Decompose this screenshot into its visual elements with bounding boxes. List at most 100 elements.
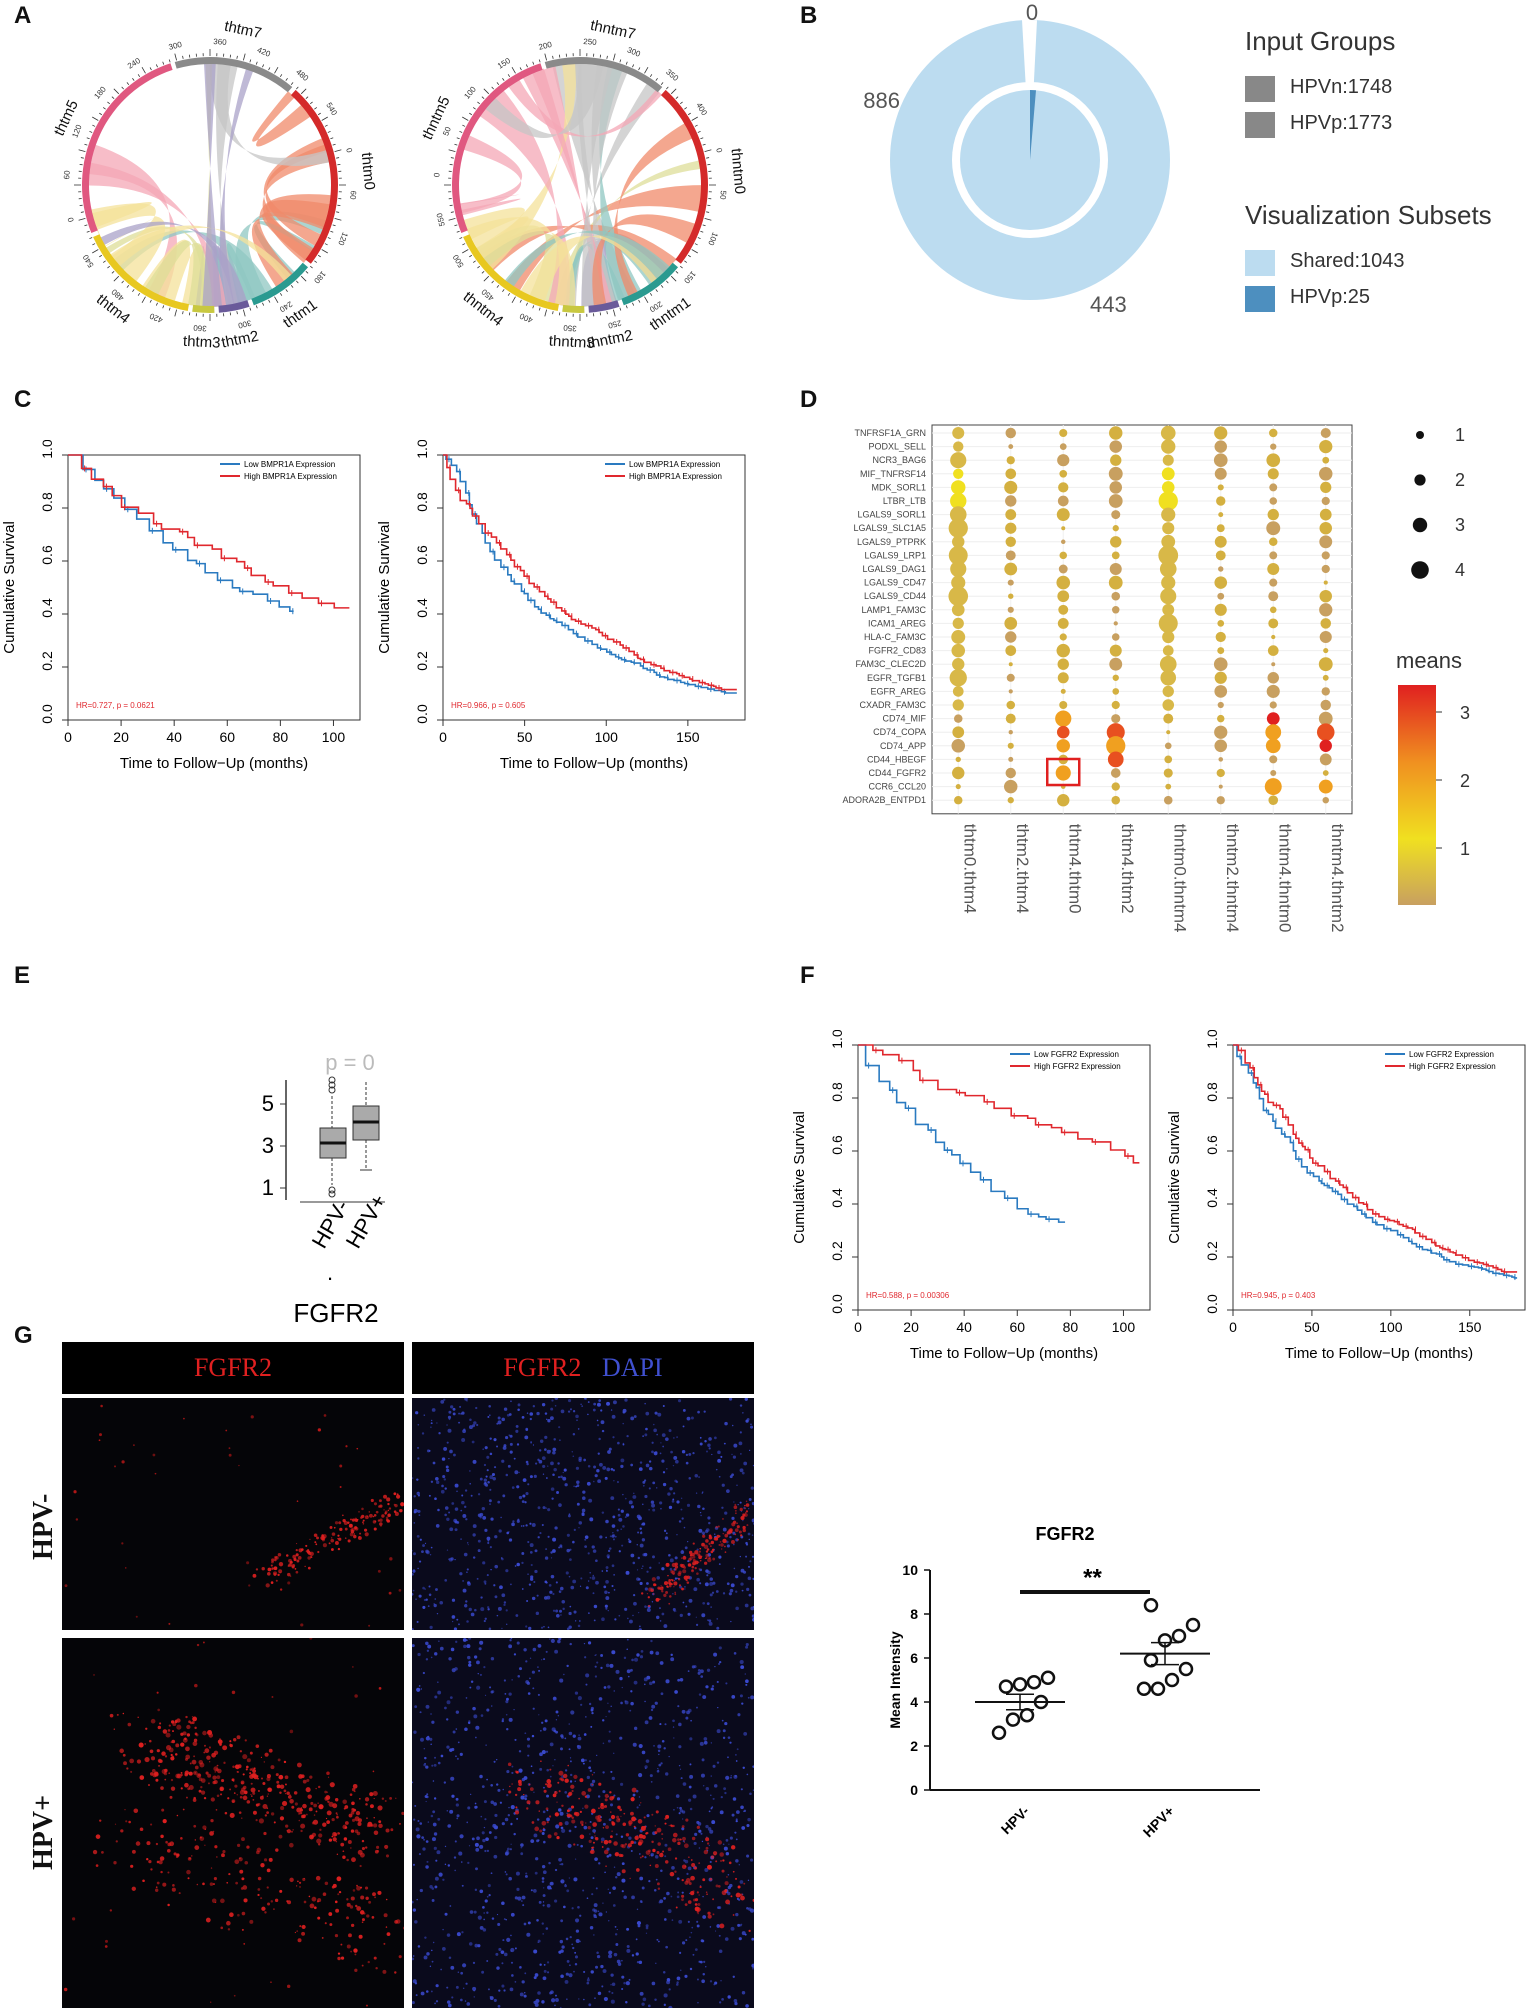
- dotplot-dot: [1268, 795, 1279, 805]
- micro-speckle: [640, 1592, 644, 1595]
- micro-speckle: [645, 1759, 650, 1763]
- micro-speckle: [427, 1605, 430, 1608]
- micro-speckle: [220, 1793, 223, 1796]
- micro-speckle: [482, 1906, 485, 1909]
- micro-speckle: [670, 1824, 673, 1827]
- micro-speckle: [477, 1539, 481, 1543]
- micro-speckle: [569, 1642, 572, 1646]
- dotplot-dot: [1214, 535, 1227, 548]
- micro-speckle: [663, 1747, 666, 1750]
- micro-speckle: [539, 1752, 543, 1757]
- micro-speckle: [609, 1663, 614, 1668]
- micro-speckle: [733, 1567, 736, 1570]
- micro-speckle: [439, 1600, 444, 1605]
- km-ytick: 0.8: [414, 492, 430, 512]
- chord-diagram-left: thtm5thtm7thtm0thtm1thtm2thtm3thtm436042…: [51, 18, 378, 350]
- micro-speckle: [279, 1588, 283, 1591]
- micro-speckle: [542, 1506, 546, 1510]
- dotplot-dot: [949, 506, 967, 523]
- micro-speckle: [389, 1557, 393, 1561]
- micro-speckle: [337, 1534, 340, 1537]
- micro-speckle: [664, 1723, 667, 1726]
- micro-speckle: [360, 1895, 365, 1900]
- micro-speckle: [296, 1500, 299, 1503]
- dotplot-dot: [1319, 603, 1333, 617]
- dotplot-dot: [1321, 564, 1330, 574]
- micro-speckle: [236, 1843, 241, 1848]
- micro-speckle: [520, 1852, 524, 1856]
- micro-speckle: [632, 1742, 637, 1747]
- micro-speckle: [309, 1538, 311, 1541]
- micro-speckle: [585, 1586, 589, 1590]
- micro-speckle: [242, 1773, 245, 1776]
- dotplot-dot: [1059, 428, 1068, 438]
- micro-speckle: [321, 1937, 324, 1939]
- micro-speckle: [526, 1800, 531, 1805]
- dotplot-dot: [1059, 700, 1068, 710]
- micro-speckle: [451, 1598, 456, 1602]
- micro-speckle: [538, 1900, 542, 1904]
- micro-speckle: [403, 1926, 404, 1930]
- micro-speckle: [584, 1715, 587, 1718]
- micro-speckle: [636, 1868, 640, 1872]
- chord-tick-label: 350: [562, 323, 576, 333]
- micro-speckle: [486, 1469, 489, 1472]
- dotplot-dot: [1319, 521, 1332, 535]
- micro-speckle: [317, 1428, 322, 1432]
- micro-speckle: [231, 1778, 235, 1782]
- micro-speckle: [572, 1540, 575, 1544]
- micro-speckle: [255, 1819, 258, 1822]
- micro-speckle: [354, 1517, 358, 1521]
- micro-speckle: [447, 1415, 452, 1419]
- micro-speckle: [325, 1817, 328, 1820]
- micro-speckle: [708, 1521, 711, 1525]
- micro-speckle: [481, 1785, 485, 1789]
- micro-speckle: [598, 1437, 601, 1441]
- micro-speckle: [644, 1587, 648, 1591]
- micro-speckle: [605, 1566, 609, 1569]
- dotplot-dot: [950, 492, 967, 510]
- km-xtick: 40: [166, 729, 182, 745]
- micro-speckle: [486, 1536, 491, 1541]
- micro-speckle: [702, 1507, 705, 1511]
- micro-speckle: [279, 1816, 285, 1821]
- micro-speckle: [530, 1575, 534, 1579]
- micro-speckle: [592, 1408, 596, 1412]
- micro-speckle: [430, 1546, 433, 1549]
- km-xtick: 150: [1458, 1319, 1482, 1335]
- dotplot-dot: [1112, 688, 1120, 695]
- micro-speckle: [741, 1471, 745, 1475]
- micro-speckle: [270, 1812, 275, 1816]
- micro-speckle: [724, 1421, 728, 1426]
- micro-speckle: [264, 1752, 269, 1757]
- micro-speckle: [659, 1586, 664, 1591]
- micro-speckle: [567, 1399, 572, 1403]
- micro-speckle: [737, 1885, 741, 1889]
- micro-speckle: [719, 2001, 722, 2004]
- micro-speckle: [366, 1515, 369, 1518]
- dotplot-dot: [1214, 440, 1227, 453]
- micro-speckle: [561, 1804, 564, 1808]
- micro-speckle: [396, 1493, 399, 1496]
- micro-speckle: [184, 1782, 189, 1788]
- micro-speckle: [716, 1626, 720, 1630]
- micro-speckle: [547, 1508, 551, 1512]
- micro-speckle: [517, 1787, 522, 1792]
- micro-speckle: [637, 1531, 640, 1534]
- micro-speckle: [355, 1904, 358, 1908]
- micro-speckle: [570, 1773, 573, 1777]
- micro-speckle: [642, 1522, 646, 1526]
- micro-speckle: [628, 1978, 631, 1981]
- micro-speckle: [556, 1801, 558, 1803]
- micro-speckle: [550, 1551, 553, 1554]
- micro-speckle: [399, 1508, 403, 1513]
- micro-speckle: [362, 1519, 365, 1522]
- micro-speckle: [301, 1924, 306, 1930]
- micro-speckle: [667, 1492, 671, 1496]
- micro-speckle: [384, 1799, 387, 1803]
- micro-speckle: [592, 1822, 597, 1827]
- micro-speckle: [688, 1452, 692, 1456]
- micro-speckle: [648, 1849, 651, 1853]
- micro-speckle: [544, 1556, 549, 1560]
